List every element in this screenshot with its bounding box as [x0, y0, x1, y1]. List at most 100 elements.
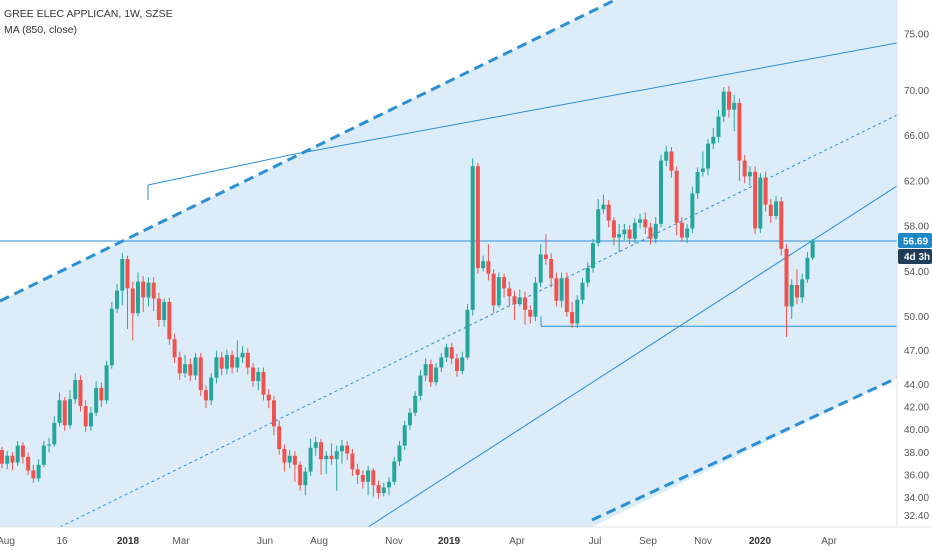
candle-body[interactable] [130, 288, 135, 314]
candle-body[interactable] [486, 261, 491, 274]
candle-body[interactable] [805, 257, 810, 280]
candle-body[interactable] [308, 447, 313, 472]
candle-body[interactable] [219, 357, 224, 369]
candle-body[interactable] [528, 309, 533, 317]
candle-body[interactable] [507, 288, 512, 297]
candle-body[interactable] [277, 426, 282, 449]
candle-body[interactable] [47, 444, 52, 446]
channel-upper-band[interactable] [0, 0, 616, 303]
candle-body[interactable] [763, 177, 768, 205]
candle-body[interactable] [292, 455, 297, 465]
candle-body[interactable] [188, 364, 193, 376]
candle-body[interactable] [601, 204, 606, 210]
candle-body[interactable] [156, 298, 161, 321]
candle-body[interactable] [167, 301, 172, 340]
candle-body[interactable] [115, 290, 120, 309]
candle-body[interactable] [434, 367, 439, 383]
candle-body[interactable] [339, 445, 344, 452]
candle-body[interactable] [721, 91, 726, 117]
candle-body[interactable] [742, 160, 747, 177]
candle-body[interactable] [779, 201, 784, 249]
candle-body[interactable] [26, 456, 31, 471]
candle-body[interactable] [350, 453, 355, 470]
candle-body[interactable] [554, 278, 559, 301]
candle-body[interactable] [73, 379, 78, 400]
candle-body[interactable] [716, 116, 721, 137]
candle-body[interactable] [214, 357, 219, 378]
candle-body[interactable] [282, 448, 287, 463]
candle-body[interactable] [653, 223, 658, 239]
candle-body[interactable] [413, 395, 418, 413]
candle-body[interactable] [810, 240, 815, 258]
candle-body[interactable] [141, 281, 146, 298]
candle-body[interactable] [444, 347, 449, 358]
current-price-badge[interactable] [898, 232, 932, 248]
candle-body[interactable] [491, 273, 496, 306]
candle-body[interactable] [329, 455, 334, 460]
candle-body[interactable] [669, 151, 674, 171]
candle-body[interactable] [31, 470, 36, 479]
candle-body[interactable] [784, 248, 789, 307]
candle-body[interactable] [224, 355, 229, 369]
candle-body[interactable] [371, 470, 376, 486]
candle-body[interactable] [617, 234, 622, 238]
candle-body[interactable] [800, 279, 805, 298]
candle-body[interactable] [789, 284, 794, 307]
resistance-trendline-b[interactable] [289, 42, 898, 156]
candle-body[interactable] [559, 278, 564, 301]
candle-body[interactable] [303, 471, 308, 486]
candle-body[interactable] [402, 425, 407, 446]
candle-body[interactable] [590, 243, 595, 269]
candle-body[interactable] [439, 357, 444, 368]
candle-body[interactable] [298, 464, 303, 486]
candle-body[interactable] [271, 400, 276, 427]
candle-body[interactable] [381, 487, 386, 494]
candle-body[interactable] [575, 299, 580, 324]
candle-body[interactable] [753, 171, 758, 229]
indicator-label[interactable]: MA (850, close) [4, 24, 77, 36]
candle-body[interactable] [423, 364, 428, 376]
candle-body[interactable] [768, 204, 773, 217]
candle-body[interactable] [549, 258, 554, 279]
candle-body[interactable] [99, 387, 104, 401]
candle-body[interactable] [230, 355, 235, 368]
candle-body[interactable] [177, 357, 182, 374]
candle-body[interactable] [256, 372, 261, 382]
candle-body[interactable] [67, 399, 72, 426]
candle-body[interactable] [345, 445, 350, 454]
candle-body[interactable] [774, 201, 779, 217]
candle-body[interactable] [104, 365, 109, 401]
candle-body[interactable] [146, 282, 151, 298]
candle-body[interactable] [10, 455, 15, 463]
candle-body[interactable] [245, 352, 250, 368]
candle-body[interactable] [62, 400, 67, 426]
candle-body[interactable] [198, 357, 203, 391]
candle-body[interactable] [376, 485, 381, 494]
candle-body[interactable] [287, 455, 292, 463]
candle-body[interactable] [580, 282, 585, 300]
candle-body[interactable] [151, 282, 156, 299]
candle-body[interactable] [5, 455, 10, 464]
candle-body[interactable] [747, 171, 752, 177]
candle-body[interactable] [685, 228, 690, 238]
candle-body[interactable] [172, 339, 177, 358]
candle-body[interactable] [109, 308, 114, 366]
candle-body[interactable] [125, 258, 130, 289]
candle-body[interactable] [94, 387, 99, 413]
candle-body[interactable] [418, 375, 423, 396]
candle-body[interactable] [41, 445, 46, 465]
resistance-trendline-a[interactable] [147, 154, 291, 186]
candle-body[interactable] [543, 254, 548, 259]
candle-body[interactable] [465, 309, 470, 358]
candle-body[interactable] [564, 278, 569, 313]
candle-body[interactable] [366, 470, 371, 482]
candle-body[interactable] [622, 229, 627, 235]
candle-body[interactable] [355, 469, 360, 475]
candle-body[interactable] [334, 451, 339, 460]
symbol-title[interactable]: GREE ELEC APPLICAN, 1W, SZSE [4, 8, 173, 20]
candle-body[interactable] [732, 102, 737, 110]
candle-body[interactable] [664, 151, 669, 161]
candle-body[interactable] [758, 177, 763, 229]
candle-body[interactable] [695, 171, 700, 194]
